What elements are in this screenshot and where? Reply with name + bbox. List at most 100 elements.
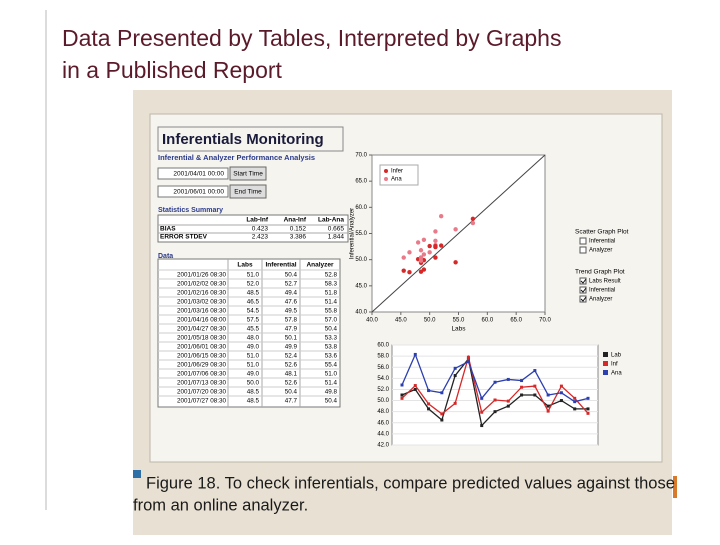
data-cell: 2001/03/16 08:30 <box>177 308 227 315</box>
trend-point <box>559 399 563 403</box>
data-cell: 2001/06/29 08:30 <box>177 362 227 369</box>
check <box>580 278 587 284</box>
data-cell: 57.5 <box>247 317 260 324</box>
data-cell: 48.1 <box>285 371 298 378</box>
start-button[interactable] <box>229 166 267 181</box>
data-cell: 49.0 <box>247 344 260 351</box>
accent <box>673 476 677 498</box>
y-tick-label: 46.0 <box>377 420 389 426</box>
data-cell: 2001/06/15 08:30 <box>177 353 227 360</box>
trend-point <box>546 409 550 413</box>
legend-swatch <box>603 361 608 366</box>
analyzer-point <box>433 238 438 244</box>
end-input[interactable] <box>157 185 229 198</box>
check <box>580 296 587 302</box>
stats-cell: 3.386 <box>290 234 307 241</box>
checkbox[interactable] <box>579 286 587 294</box>
y-tick-label: 65.0 <box>355 179 367 185</box>
data-cell: 54.5 <box>247 308 260 315</box>
control-label: Inferential <box>589 288 615 294</box>
trend-point <box>546 393 550 397</box>
trend-point <box>573 396 577 400</box>
diagonal <box>371 154 546 313</box>
trend-point <box>493 398 497 402</box>
checkbox[interactable] <box>579 246 587 254</box>
trend-point <box>493 380 497 384</box>
data-cell: 2001/06/01 08:30 <box>177 344 227 351</box>
inferential-point <box>439 243 444 248</box>
y-tick-label: 50.0 <box>355 257 367 263</box>
check <box>580 287 587 293</box>
stats-title: Statistics Summary <box>158 207 223 214</box>
start-input[interactable] <box>157 167 229 180</box>
y-tick-label: 56.0 <box>377 365 389 371</box>
inferential-point <box>433 255 438 260</box>
checkbox[interactable] <box>579 295 587 303</box>
trend-point <box>573 400 577 404</box>
report-subtitle: Inferential & Analyzer Performance Analy… <box>158 153 315 162</box>
data-cell: 51.4 <box>325 380 338 387</box>
analyzer-point <box>421 252 427 257</box>
report-content: Lab-Inf Ana-Inf Lab-Ana BIAS 0.423 0.152 0.665… <box>157 153 629 449</box>
trend-point <box>493 410 497 414</box>
inferential-point <box>433 243 438 249</box>
trend-point <box>413 352 417 356</box>
inferential-point <box>453 260 458 265</box>
data-header: Analyzer <box>306 262 334 269</box>
data-cell: 2001/03/02 08:30 <box>177 299 227 306</box>
analyzer-point <box>407 250 412 255</box>
data-cell: 49.5 <box>285 308 298 315</box>
trend-point <box>520 379 524 383</box>
data-cell: 46.5 <box>247 299 260 306</box>
data-cell: 2001/02/02 08:30 <box>177 281 227 288</box>
data-cell: 2001/04/27 08:30 <box>177 326 227 333</box>
data-cell: 2001/01/26 08:30 <box>177 272 227 279</box>
stats-cell: 0.423 <box>252 226 269 233</box>
inferential-point <box>418 269 424 274</box>
data-cell: 47.7 <box>285 398 298 405</box>
y-tick-label: 52.0 <box>377 387 389 393</box>
data-cell: 53.8 <box>325 344 338 351</box>
legend-label: Inf <box>611 362 618 368</box>
checkbox[interactable] <box>579 237 587 245</box>
data-cell: 2001/07/27 08:30 <box>177 398 227 405</box>
y-tick-label: 70.0 <box>355 153 367 159</box>
trend-point <box>453 401 457 405</box>
y-tick-label: 50.0 <box>377 398 389 404</box>
trend-point <box>533 384 537 388</box>
report-title: Inferentials Monitoring <box>162 131 324 148</box>
data-cell: 2001/07/06 08:30 <box>177 371 227 378</box>
data-cell: 51.0 <box>247 362 260 369</box>
legend-label: Lab <box>611 353 622 359</box>
stats-header: Lab-Inf <box>246 217 268 224</box>
data-cell: 53.6 <box>325 353 338 360</box>
data-cell: 2001/04/16 08:00 <box>177 317 227 324</box>
x-tick-label: 60.0 <box>481 318 493 324</box>
checkbox[interactable] <box>579 277 587 285</box>
control-label: Analyzer <box>589 297 612 303</box>
stats-label: BIAS <box>160 226 176 233</box>
control-label: Labs Result <box>589 279 621 285</box>
data-cell: 52.4 <box>285 353 298 360</box>
trend-point <box>520 385 524 389</box>
trend-point <box>506 404 510 408</box>
caption-icon <box>133 470 141 478</box>
trend-point <box>413 387 417 391</box>
legend-swatch <box>603 370 608 375</box>
trend-point <box>586 396 590 400</box>
stats-cell: 1.844 <box>328 234 345 241</box>
analyzer-point <box>418 255 424 260</box>
end-button[interactable] <box>229 184 267 199</box>
data-cell: 50.1 <box>285 335 298 342</box>
x-tick-label: 55.0 <box>453 318 465 324</box>
trend-point <box>586 407 590 411</box>
data-cell: 53.3 <box>325 335 338 342</box>
trend-point <box>440 418 444 422</box>
trend-point <box>440 412 444 416</box>
data-cell: 48.5 <box>247 398 260 405</box>
trend-point <box>466 360 470 364</box>
control-label: Analyzer <box>589 248 612 254</box>
data-cell: 2001/05/18 08:30 <box>177 335 227 342</box>
data-cell: 55.4 <box>325 362 338 369</box>
